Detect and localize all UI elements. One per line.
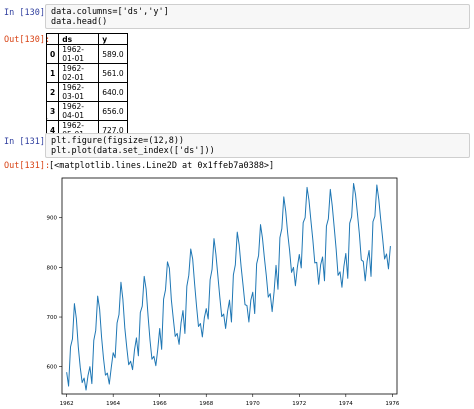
x-tick-label: 1976 xyxy=(385,401,399,407)
code-line: data.columns=['ds','y'] xyxy=(51,7,169,17)
code-line: plt.figure(figsize=(12,8)) xyxy=(51,136,185,146)
x-axis: 1962 1964 1966 1968 1970 1972 1974 1976 xyxy=(60,394,400,407)
output-repr-text: [<matplotlib.lines.Line2D at 0x1ffeb7a03… xyxy=(49,161,275,171)
table-cell: 1962-04-01 xyxy=(58,101,100,121)
table-cell: 640.0 xyxy=(98,82,128,102)
series-line xyxy=(66,182,391,391)
in-prompt-130: In [130]: xyxy=(4,8,51,18)
column-header: y xyxy=(98,33,128,45)
table-header-row: ds y xyxy=(45,33,128,45)
table-row: 1 1962-02-01 561.0 xyxy=(45,63,128,83)
in-prompt-131: In [131]: xyxy=(4,137,51,147)
table-cell: 589.0 xyxy=(98,44,128,64)
y-axis: 600 700 800 900 xyxy=(47,216,62,371)
y-tick-label: 800 xyxy=(47,265,58,271)
code-line: plt.plot(data.set_index(['ds'])) xyxy=(51,146,215,156)
table-cell: 561.0 xyxy=(98,63,128,83)
row-index: 0 xyxy=(45,44,60,64)
column-header: ds xyxy=(58,33,100,45)
table-cell: 1962-01-01 xyxy=(58,44,100,64)
x-tick-label: 1972 xyxy=(292,401,306,407)
x-tick-label: 1968 xyxy=(199,401,213,407)
code-line: data.head() xyxy=(51,17,108,27)
out-prompt-131: Out[131]: xyxy=(4,161,51,171)
table-row: 0 1962-01-01 589.0 xyxy=(45,44,128,64)
y-tick-label: 900 xyxy=(47,216,58,222)
x-tick-label: 1966 xyxy=(153,401,167,407)
x-tick-label: 1964 xyxy=(106,401,120,407)
y-tick-label: 700 xyxy=(47,315,58,321)
code-cell-130[interactable]: data.columns=['ds','y'] data.head() xyxy=(45,4,470,29)
output-scroll-marker[interactable]: ˙ xyxy=(46,118,50,126)
table-row: 2 1962-03-01 640.0 xyxy=(45,82,128,102)
table-cell: 656.0 xyxy=(98,101,128,121)
y-tick-label: 600 xyxy=(47,365,58,371)
row-index: 2 xyxy=(45,82,60,102)
row-index: 1 xyxy=(45,63,60,83)
table-cell: 1962-02-01 xyxy=(58,63,100,83)
table-cell: 1962-03-01 xyxy=(58,82,100,102)
plot-frame xyxy=(61,177,398,395)
code-cell-131[interactable]: plt.figure(figsize=(12,8)) plt.plot(data… xyxy=(45,133,470,158)
index-header xyxy=(45,33,60,45)
out-prompt-130: Out[130]: xyxy=(4,35,51,45)
dataframe-table: ds y 0 1962-01-01 589.0 1 1962-02-01 561… xyxy=(45,33,128,140)
x-tick-label: 1970 xyxy=(246,401,260,407)
table-row: 3 1962-04-01 656.0 xyxy=(45,101,128,121)
x-tick-label: 1974 xyxy=(339,401,353,407)
x-tick-label: 1962 xyxy=(60,401,74,407)
